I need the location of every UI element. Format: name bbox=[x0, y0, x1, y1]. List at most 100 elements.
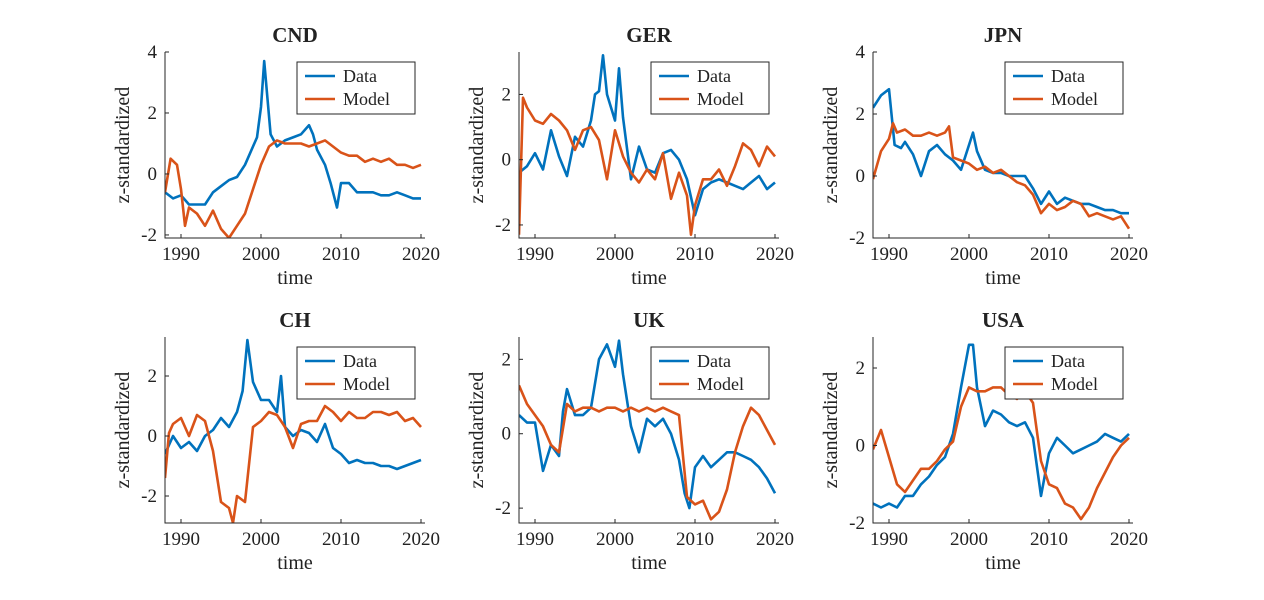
x-axis-label: time bbox=[631, 267, 667, 289]
y-axis-label: z-standardized bbox=[112, 372, 134, 489]
chart-title: CH bbox=[279, 308, 311, 332]
x-tick-label: 2020 bbox=[402, 529, 440, 550]
series-line-model bbox=[873, 386, 1130, 521]
y-tick-label: -2 bbox=[141, 225, 157, 246]
chart-title: JPN bbox=[984, 23, 1023, 47]
chart-usa: USA 1990 2000 2010 2020 -2 0 2 time z-standardize… bbox=[820, 308, 1148, 574]
legend-box bbox=[650, 346, 770, 400]
series-line-model bbox=[165, 404, 422, 523]
legend: Data Model bbox=[650, 61, 770, 115]
y-tick-label: 0 bbox=[148, 164, 158, 185]
y-tick-label: 0 bbox=[502, 150, 512, 171]
chart-cnd: CND 1990 2000 2010 2020 -2 0 2 4 time z-standardiz… bbox=[112, 23, 440, 289]
x-tick-label: 2020 bbox=[1110, 244, 1148, 265]
y-axis-label: z-standardized bbox=[820, 372, 842, 489]
legend-label-data: Data bbox=[697, 66, 731, 86]
x-tick-label: 1990 bbox=[516, 244, 554, 265]
y-tick-label: 2 bbox=[148, 103, 158, 124]
x-tick-label: 1990 bbox=[870, 529, 908, 550]
y-tick-label: 2 bbox=[502, 84, 512, 105]
legend-label-model: Model bbox=[1051, 374, 1098, 394]
y-tick-label: 0 bbox=[856, 436, 866, 457]
x-tick-label: 2010 bbox=[676, 529, 714, 550]
y-tick-label: 2 bbox=[856, 358, 866, 379]
x-tick-label: 1990 bbox=[162, 529, 200, 550]
axis-lines bbox=[518, 52, 779, 239]
x-tick-label: 2020 bbox=[1110, 529, 1148, 550]
chart-title: GER bbox=[626, 23, 672, 47]
axis-lines bbox=[164, 52, 425, 239]
legend-box bbox=[650, 61, 770, 115]
x-tick-label: 2000 bbox=[950, 244, 988, 265]
x-tick-label: 2000 bbox=[242, 529, 280, 550]
y-axis-label: z-standardized bbox=[112, 87, 134, 204]
legend-label-data: Data bbox=[1051, 351, 1085, 371]
chart-jpn: JPN 1990 2000 2010 2020 -2 0 2 4 time z-standardiz… bbox=[820, 23, 1148, 289]
y-tick-label: -2 bbox=[849, 228, 865, 249]
legend-label-model: Model bbox=[343, 374, 390, 394]
x-tick-label: 2000 bbox=[596, 244, 634, 265]
legend: Data Model bbox=[296, 61, 416, 115]
legend-label-data: Data bbox=[697, 351, 731, 371]
legend: Data Model bbox=[1004, 61, 1124, 115]
y-tick-label: -2 bbox=[141, 486, 157, 507]
y-tick-label: -2 bbox=[495, 498, 511, 519]
y-tick-label: 4 bbox=[856, 42, 866, 63]
x-tick-label: 2010 bbox=[1030, 529, 1068, 550]
y-tick-label: 0 bbox=[502, 424, 512, 445]
y-tick-label: 4 bbox=[148, 42, 158, 63]
y-axis-label: z-standardized bbox=[466, 372, 488, 489]
series-line-model bbox=[519, 96, 777, 236]
legend-label-data: Data bbox=[343, 66, 377, 86]
x-tick-label: 2020 bbox=[402, 244, 440, 265]
x-axis-label: time bbox=[985, 267, 1021, 289]
x-tick-label: 2000 bbox=[596, 529, 634, 550]
y-tick-label: 2 bbox=[502, 349, 512, 370]
series-line-data bbox=[165, 59, 421, 209]
series-line-model bbox=[519, 384, 777, 521]
legend: Data Model bbox=[1004, 346, 1124, 400]
series-line-model bbox=[165, 139, 422, 238]
legend-label-model: Model bbox=[697, 374, 744, 394]
x-tick-label: 1990 bbox=[162, 244, 200, 265]
x-tick-label: 2010 bbox=[676, 244, 714, 265]
y-tick-label: 0 bbox=[148, 426, 158, 447]
chart-ger: GER 1990 2000 2010 2020 -2 0 2 time z-standardize… bbox=[466, 23, 794, 289]
x-tick-label: 2010 bbox=[1030, 244, 1068, 265]
legend-label-model: Model bbox=[1051, 89, 1098, 109]
chart-title: CND bbox=[272, 23, 318, 47]
series-line-data bbox=[873, 343, 1130, 509]
legend: Data Model bbox=[296, 346, 416, 400]
x-axis-label: time bbox=[277, 267, 313, 289]
chart-uk: UK 1990 2000 2010 2020 -2 0 2 time z-standardized… bbox=[466, 308, 794, 574]
y-tick-label: -2 bbox=[495, 215, 511, 236]
x-tick-label: 2010 bbox=[322, 529, 360, 550]
y-tick-label: -2 bbox=[849, 513, 865, 534]
y-tick-label: 2 bbox=[856, 104, 866, 125]
y-axis-label: z-standardized bbox=[820, 87, 842, 204]
x-axis-label: time bbox=[631, 552, 667, 574]
legend-label-data: Data bbox=[343, 351, 377, 371]
x-axis-label: time bbox=[985, 552, 1021, 574]
y-tick-label: 0 bbox=[856, 166, 866, 187]
legend-label-model: Model bbox=[697, 89, 744, 109]
x-tick-label: 2020 bbox=[756, 244, 794, 265]
axis-lines bbox=[164, 337, 425, 524]
x-tick-label: 2010 bbox=[322, 244, 360, 265]
x-axis-label: time bbox=[277, 552, 313, 574]
axis-lines bbox=[518, 337, 779, 524]
x-tick-label: 1990 bbox=[870, 244, 908, 265]
legend-label-data: Data bbox=[1051, 66, 1085, 86]
legend-box bbox=[296, 346, 416, 400]
legend-box bbox=[1004, 346, 1124, 400]
y-tick-label: 2 bbox=[148, 366, 158, 387]
legend-label-model: Model bbox=[343, 89, 390, 109]
x-tick-label: 2000 bbox=[950, 529, 988, 550]
series-line-model bbox=[873, 122, 1131, 230]
y-axis-label: z-standardized bbox=[466, 87, 488, 204]
legend-box bbox=[1004, 61, 1124, 115]
chart-title: UK bbox=[633, 308, 665, 332]
chart-title: USA bbox=[982, 308, 1025, 332]
chart-ch: CH 1990 2000 2010 2020 -2 0 2 time z-standardized… bbox=[112, 308, 440, 574]
